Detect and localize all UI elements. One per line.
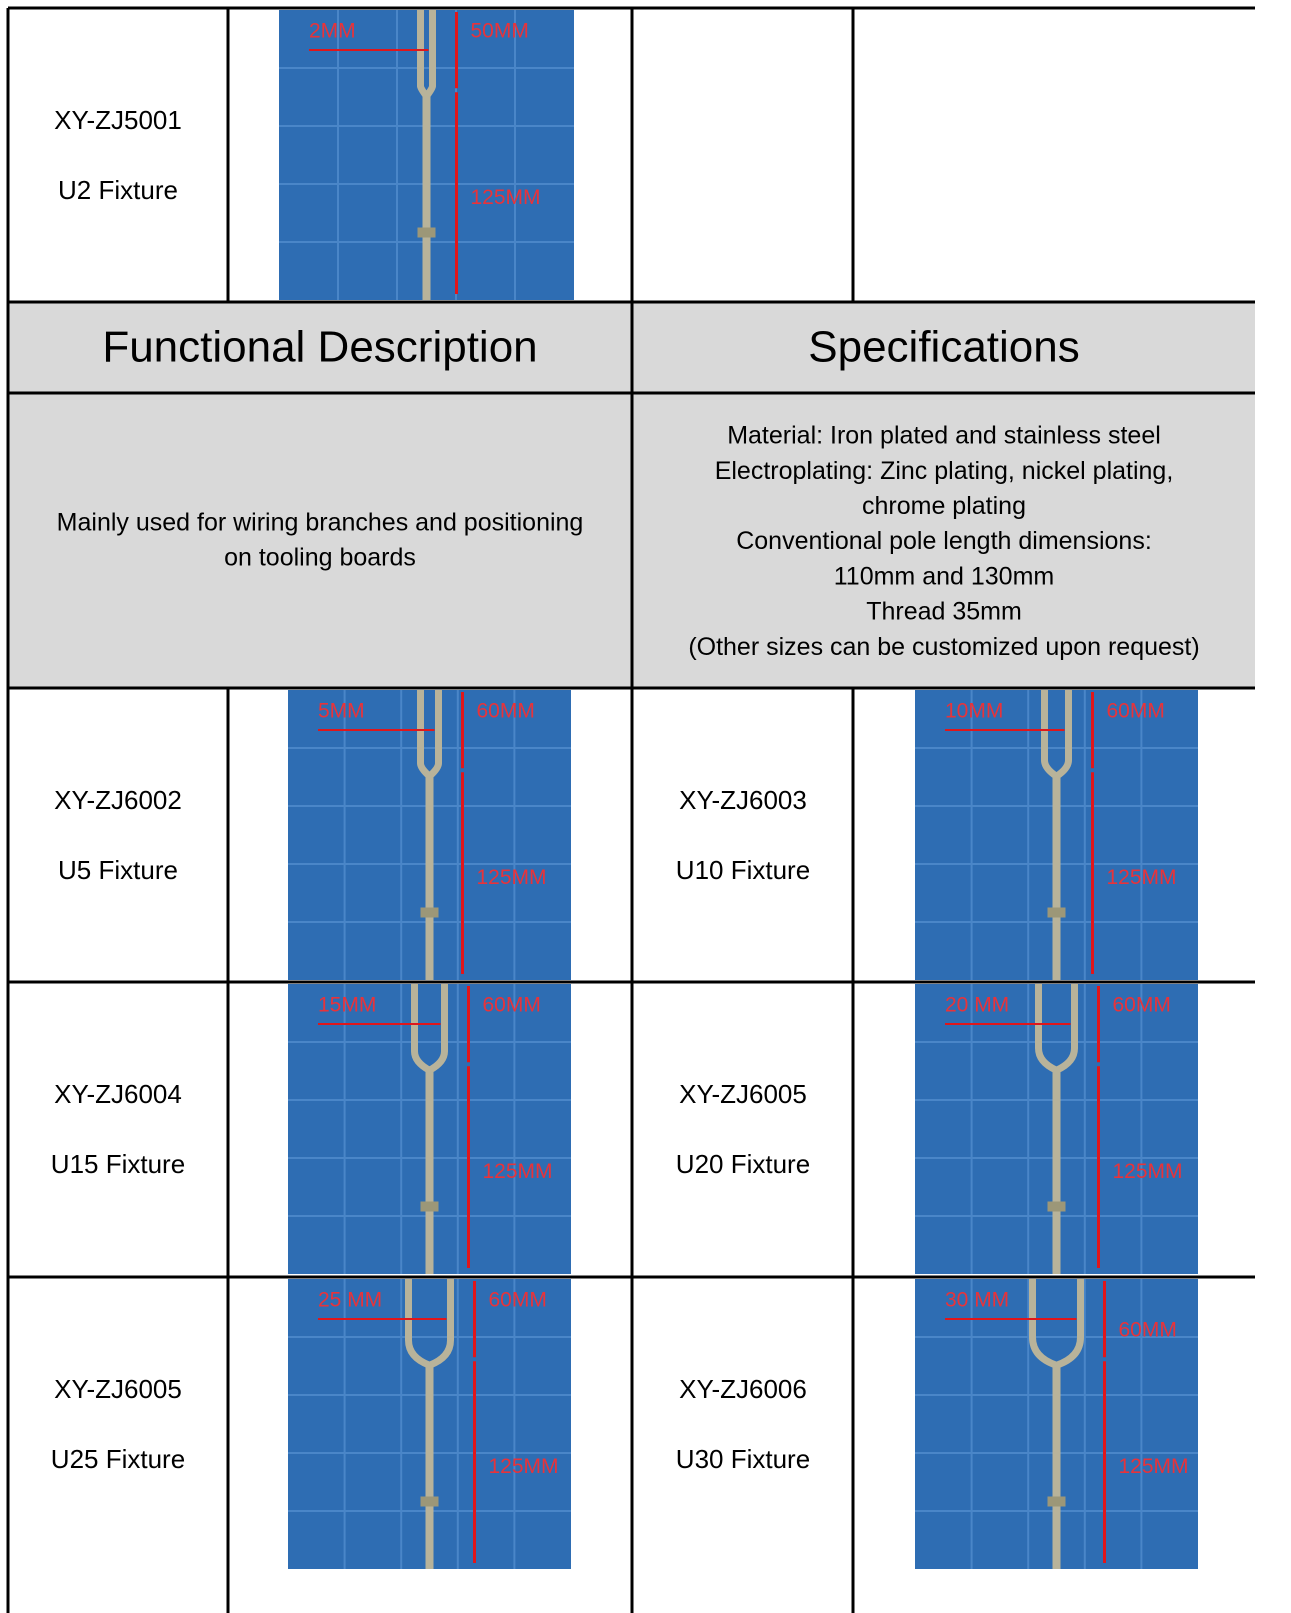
product-photo: 10MM 60MM 125MM (915, 690, 1198, 980)
nut (1047, 1496, 1066, 1507)
nut (420, 1201, 439, 1212)
dim-label: 2MM (309, 20, 356, 43)
dim-label: 60MM (1119, 1319, 1177, 1342)
dim-label: 125MM (471, 186, 541, 209)
product-photo: 25 MM 60MM 125MM (288, 1279, 571, 1569)
nut (1047, 1201, 1066, 1212)
spec-line: Thread 35mm (866, 598, 1022, 626)
product-photo: 20 MM 60MM 125MM (915, 984, 1198, 1274)
product-name: U25 Fixture (51, 1444, 185, 1474)
product-name: U5 Fixture (58, 855, 178, 885)
dim-label: 60MM (1113, 994, 1171, 1017)
dim-label: 60MM (483, 994, 541, 1017)
product-name: U2 Fixture (58, 175, 178, 205)
nut (420, 907, 439, 918)
product-code: XY-ZJ6002 (54, 785, 182, 815)
dim-label: 5MM (318, 700, 365, 723)
table-lines (6, 6, 1255, 1613)
product-photo: 15MM 60MM 125MM (288, 984, 571, 1274)
dim-label: 125MM (1119, 1455, 1189, 1478)
dim-label: 125MM (477, 866, 547, 889)
spec-line: Electroplating: Zinc plating, nickel pla… (715, 457, 1174, 485)
dim-label: 60MM (489, 1289, 547, 1312)
product-photo: 5MM 60MM 125MM (288, 690, 571, 980)
dim-label: 125MM (483, 1160, 553, 1183)
spec-line: Material: Iron plated and stainless stee… (727, 422, 1161, 450)
spec-line: chrome plating (862, 492, 1026, 520)
spec-line: Conventional pole length dimensions: (736, 527, 1152, 555)
product-code: XY-ZJ5001 (54, 105, 182, 135)
dim-label: 25 MM (318, 1289, 382, 1312)
dim-label: 125MM (489, 1455, 559, 1478)
dim-label: 10MM (945, 700, 1003, 723)
product-photo: 30 MM 60MM 125MM (915, 1279, 1198, 1569)
product-photo: 2MM 50MM 125MM (279, 10, 574, 300)
dim-label: 125MM (1113, 1160, 1183, 1183)
description-line: on tooling boards (224, 544, 416, 572)
header-functional: Functional Description (102, 323, 537, 372)
product-code: XY-ZJ6005 (679, 1079, 807, 1109)
dim-label: 15MM (318, 994, 376, 1017)
product-code: XY-ZJ6004 (54, 1079, 182, 1109)
product-code: XY-ZJ6005 (54, 1374, 182, 1404)
dim-label: 50MM (471, 20, 529, 43)
nut (420, 1496, 439, 1507)
product-code: XY-ZJ6003 (679, 785, 807, 815)
product-name: U15 Fixture (51, 1149, 185, 1179)
spec-line: (Other sizes can be customized upon requ… (688, 633, 1199, 661)
description-line: Mainly used for wiring branches and posi… (57, 509, 584, 537)
dim-label: 30 MM (945, 1289, 1009, 1312)
header-specifications: Specifications (808, 323, 1079, 372)
product-code: XY-ZJ6006 (679, 1374, 807, 1404)
dim-label: 20 MM (945, 994, 1009, 1017)
product-name: U20 Fixture (676, 1149, 810, 1179)
nut (417, 227, 436, 238)
dim-label: 125MM (1107, 866, 1177, 889)
product-name: U10 Fixture (676, 855, 810, 885)
nut (1047, 907, 1066, 918)
dim-label: 60MM (477, 700, 535, 723)
spec-line: 110mm and 130mm (834, 562, 1054, 590)
product-name: U30 Fixture (676, 1444, 810, 1474)
dim-label: 60MM (1107, 700, 1165, 723)
